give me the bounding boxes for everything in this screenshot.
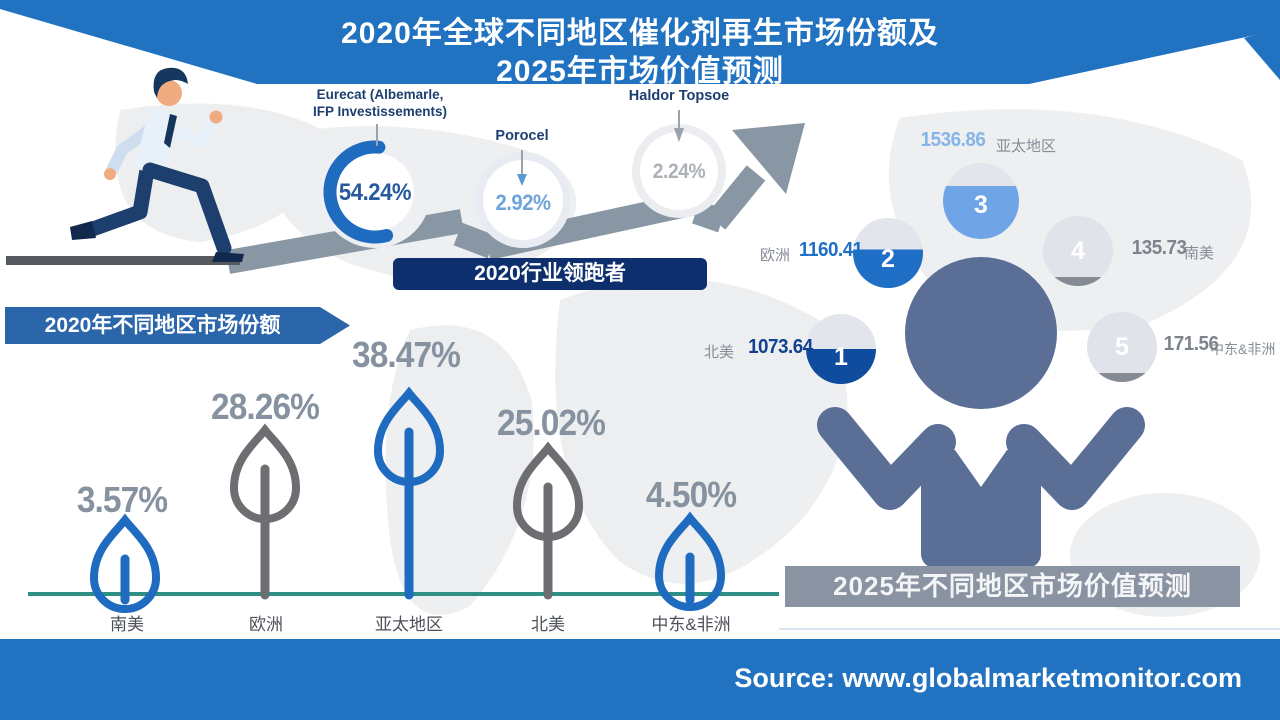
forecast-rank-1: 1 xyxy=(834,342,848,371)
page-title-line2: 2025年市场价值预测 xyxy=(496,55,784,88)
running-businessman-illustration xyxy=(6,67,244,265)
leader-share-haldor: 2.24% xyxy=(652,160,706,183)
person-right-arm xyxy=(1006,407,1145,510)
growth-arrowhead-icon xyxy=(732,123,805,194)
leader-share-porocel: 2.92% xyxy=(495,190,551,215)
forecast-rank-3: 3 xyxy=(974,190,988,219)
person-torso xyxy=(921,450,1041,568)
forecast-2025-banner: 2025年不同地区市场价值预测 xyxy=(785,566,1240,607)
header-ribbon xyxy=(0,0,1280,84)
forecast-circle-asiapacific: 3 xyxy=(943,163,1019,239)
leader-label-eurecat-line1: Eurecat (Albemarle, xyxy=(316,87,444,102)
droplet-marker-middleeast-africa xyxy=(654,511,726,611)
share-cat-northamerica: 北美 xyxy=(531,615,565,634)
leader-gauge-porocel xyxy=(475,150,571,248)
share-cat-asiapacific: 亚太地区 xyxy=(375,615,443,634)
leader-label-eurecat: Eurecat (Albemarle, IFP Investissements) xyxy=(295,86,465,120)
person-icon xyxy=(817,257,1145,568)
share-pct-europe: 28.26% xyxy=(211,386,320,427)
forecast-region-asiapacific: 亚太地区 xyxy=(996,138,1057,155)
droplet-marker-asiapacific xyxy=(373,386,445,600)
forecast-circle-southamerica: 4 xyxy=(1043,216,1113,286)
share-pct-northamerica: 25.02% xyxy=(497,402,606,443)
droplet-marker-europe xyxy=(229,423,301,600)
source-text: Source: www.globalmarketmonitor.com xyxy=(734,663,1242,693)
industry-leaders-banner: 2020行业领跑者 xyxy=(393,258,707,290)
forecast-circle-europe: 2 xyxy=(853,218,923,288)
leader-label-haldor: Haldor Topsoe xyxy=(628,88,730,104)
person-left-arm xyxy=(817,407,956,510)
share-pct-middleeast-africa: 4.50% xyxy=(645,474,737,515)
footer-bar xyxy=(0,639,1280,720)
forecast-circle-northamerica: 1 xyxy=(806,314,876,384)
forecast-rank-2: 2 xyxy=(881,244,895,273)
eurecat-share-arc xyxy=(323,140,394,244)
haldor-pointer-arrow-icon xyxy=(674,128,684,142)
forecast-value-northamerica: 1073.64 xyxy=(748,336,813,358)
porocel-pointer-arrow-icon xyxy=(517,174,527,186)
share-pct-southamerica: 3.57% xyxy=(76,479,168,520)
leader-label-porocel: Porocel xyxy=(495,128,549,144)
forecast-value-europe: 1160.41 xyxy=(799,239,863,261)
forecast-value-asiapacific: 1536.86 xyxy=(920,129,986,151)
share-cat-southamerica: 南美 xyxy=(110,615,144,634)
forecast-region-middleeast-africa: 中东&非洲 xyxy=(1210,341,1276,357)
forecast-rank-4: 4 xyxy=(1071,236,1085,265)
droplet-marker-northamerica xyxy=(512,441,584,600)
share-cat-europe: 欧洲 xyxy=(249,615,283,634)
share-pct-asiapacific: 38.47% xyxy=(352,334,461,375)
forecast-region-northamerica: 北美 xyxy=(704,344,735,361)
forecast-region-europe: 欧洲 xyxy=(760,247,791,264)
forecast-circle-middleeast-africa: 5 xyxy=(1087,312,1157,382)
ground-bar xyxy=(6,256,240,265)
forecast-region-southamerica: 南美 xyxy=(1184,245,1215,262)
share-cat-middleeast-africa: 中东&非洲 xyxy=(651,615,731,634)
droplet-marker-southamerica xyxy=(89,513,161,613)
person-head xyxy=(905,257,1057,409)
leader-share-eurecat: 54.24% xyxy=(338,179,412,206)
forecast-rank-5: 5 xyxy=(1115,332,1129,361)
map-bottom-edge-line xyxy=(779,628,1280,630)
person-collar xyxy=(955,450,1007,487)
page-title-line1: 2020年全球不同地区催化剂再生市场份额及 xyxy=(341,17,939,50)
forecast-value-southamerica: 135.73 xyxy=(1131,237,1187,259)
leader-label-eurecat-line2: IFP Investissements) xyxy=(312,104,448,119)
forecast-value-middleeast-africa: 171.56 xyxy=(1163,333,1219,355)
share-2020-banner: 2020年不同地区市场份额 xyxy=(5,307,350,344)
leader-gauge-haldor xyxy=(632,110,726,218)
leader-gauge-eurecat xyxy=(319,124,431,248)
share-2020-banner-label: 2020年不同地区市场份额 xyxy=(44,314,281,337)
